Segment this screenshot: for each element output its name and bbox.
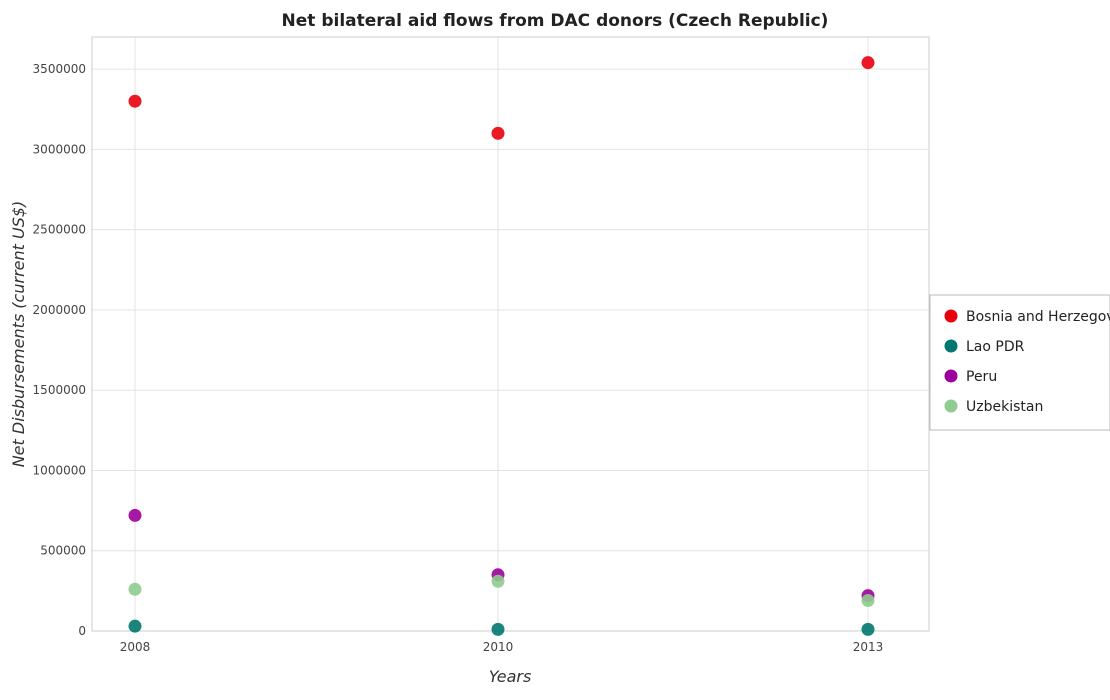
x-tick-label: 2010 bbox=[483, 640, 514, 654]
legend-label: Lao PDR bbox=[966, 339, 1025, 355]
x-tick-label: 2008 bbox=[120, 640, 151, 654]
data-point bbox=[491, 574, 505, 588]
chart-title: Net bilateral aid flows from DAC donors … bbox=[282, 11, 829, 31]
data-points bbox=[128, 56, 875, 636]
data-point bbox=[128, 94, 142, 108]
y-tick-label: 1000000 bbox=[33, 463, 86, 477]
data-point bbox=[128, 582, 142, 596]
legend-label: Peru bbox=[966, 369, 997, 385]
y-axis-label: Net Disbursements (current US$) bbox=[9, 201, 28, 468]
legend-marker bbox=[944, 369, 958, 383]
x-ticks: 2008 2010 2013 bbox=[120, 640, 884, 654]
legend: Bosnia and Herzegovina Lao PDR Peru Uzbekis… bbox=[929, 294, 1110, 431]
y-tick-label: 0 bbox=[78, 624, 86, 638]
legend-marker bbox=[944, 309, 958, 323]
legend-box bbox=[929, 294, 1110, 431]
y-tick-label: 2000000 bbox=[33, 303, 86, 317]
data-point bbox=[128, 508, 142, 522]
legend-marker bbox=[944, 399, 958, 413]
legend-label: Bosnia and Herzegovina bbox=[966, 309, 1110, 325]
x-axis-label: Years bbox=[489, 667, 532, 686]
data-point bbox=[861, 56, 875, 70]
y-tick-label: 3500000 bbox=[33, 62, 86, 76]
data-point bbox=[491, 622, 505, 636]
y-ticks: 0 500000 1000000 1500000 2000000 2500000 30000… bbox=[33, 62, 86, 638]
data-point bbox=[128, 619, 142, 633]
legend-marker bbox=[944, 339, 958, 353]
data-point bbox=[861, 622, 875, 636]
data-point bbox=[491, 126, 505, 140]
y-tick-label: 3000000 bbox=[33, 142, 86, 156]
grid bbox=[92, 37, 929, 632]
data-point bbox=[861, 593, 875, 607]
plot-frame bbox=[91, 36, 930, 632]
y-tick-label: 1500000 bbox=[33, 383, 86, 397]
y-tick-label: 500000 bbox=[40, 544, 86, 558]
y-tick-label: 2500000 bbox=[33, 223, 86, 237]
legend-label: Uzbekistan bbox=[966, 399, 1043, 415]
x-tick-label: 2013 bbox=[853, 640, 884, 654]
